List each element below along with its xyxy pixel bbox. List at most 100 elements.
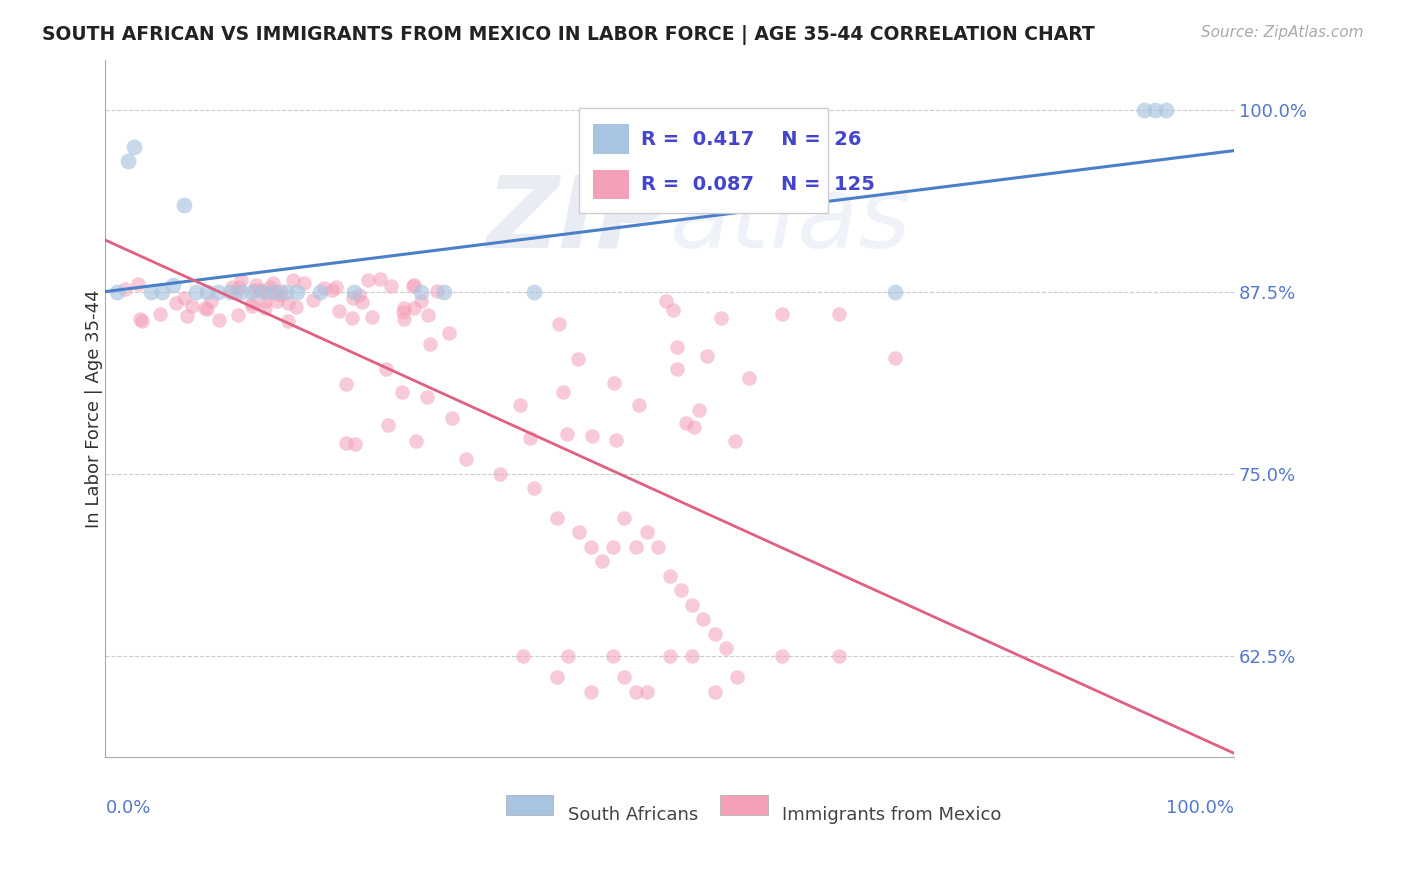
Point: [173, 292, 195, 306]
Point: [557, 648, 579, 663]
Point: [658, 648, 681, 663]
Point: [263, 285, 285, 300]
Point: [605, 434, 627, 448]
Point: [314, 281, 336, 295]
Point: [770, 648, 793, 663]
Point: [426, 284, 449, 298]
Point: [1132, 103, 1154, 118]
Point: [681, 648, 703, 663]
Point: [127, 277, 149, 292]
Y-axis label: In Labor Force | Age 35-44: In Labor Force | Age 35-44: [86, 289, 103, 528]
Point: [269, 288, 291, 302]
Point: [340, 311, 363, 326]
Bar: [593, 169, 628, 199]
Point: [692, 612, 714, 626]
Point: [361, 310, 384, 325]
Point: [884, 351, 907, 365]
Point: [636, 524, 658, 539]
Point: [162, 277, 184, 292]
Point: [440, 411, 463, 425]
Point: [519, 431, 541, 445]
Point: [402, 278, 425, 293]
Point: [636, 685, 658, 699]
Point: [368, 272, 391, 286]
Point: [176, 309, 198, 323]
Point: [240, 299, 263, 313]
Point: [270, 285, 292, 299]
Point: [738, 371, 761, 385]
Point: [122, 140, 145, 154]
Point: [245, 278, 267, 293]
Point: [229, 285, 252, 300]
Point: [828, 648, 851, 663]
Point: [226, 308, 249, 322]
Point: [181, 299, 204, 313]
Point: [253, 293, 276, 308]
Point: [628, 398, 651, 412]
Point: [724, 434, 747, 449]
Point: [523, 482, 546, 496]
Point: [613, 670, 636, 684]
Bar: [720, 795, 768, 814]
Text: R =  0.417    N =  26: R = 0.417 N = 26: [641, 129, 862, 149]
Point: [347, 288, 370, 302]
Point: [231, 273, 253, 287]
Point: [165, 295, 187, 310]
Point: [225, 285, 247, 299]
Point: [523, 285, 546, 300]
Point: [249, 283, 271, 297]
Text: R =  0.087    N =  125: R = 0.087 N = 125: [641, 175, 876, 194]
Point: [256, 285, 278, 300]
Point: [391, 385, 413, 400]
Bar: [593, 125, 628, 153]
Bar: [506, 795, 554, 814]
Point: [335, 377, 357, 392]
Point: [259, 279, 281, 293]
Point: [602, 648, 624, 663]
Point: [437, 326, 460, 340]
Point: [416, 390, 439, 404]
Point: [647, 540, 669, 554]
Point: [703, 685, 725, 699]
Point: [392, 305, 415, 319]
Point: [195, 285, 218, 300]
Point: [489, 467, 512, 481]
Point: [828, 307, 851, 321]
Text: South Africans: South Africans: [568, 806, 699, 824]
Point: [405, 434, 427, 449]
Point: [243, 283, 266, 297]
Point: [357, 273, 380, 287]
Point: [274, 285, 297, 300]
Point: [1154, 103, 1177, 118]
Point: [200, 293, 222, 308]
Point: [416, 308, 439, 322]
Point: [218, 285, 240, 300]
Text: ZIP: ZIP: [486, 171, 669, 268]
Point: [281, 272, 304, 286]
Point: [688, 402, 710, 417]
Point: [624, 685, 647, 699]
Point: [411, 285, 433, 300]
Point: [710, 310, 733, 325]
Point: [129, 312, 152, 326]
Point: [555, 427, 578, 442]
Point: [581, 428, 603, 442]
Point: [404, 301, 426, 315]
Point: [193, 301, 215, 315]
Point: [666, 362, 689, 376]
Point: [512, 648, 534, 663]
Point: [285, 300, 308, 314]
Point: [277, 296, 299, 310]
Point: [342, 292, 364, 306]
Point: [591, 554, 613, 568]
Point: [321, 283, 343, 297]
Point: [658, 568, 681, 582]
FancyBboxPatch shape: [579, 109, 828, 213]
Point: [375, 361, 398, 376]
Point: [173, 198, 195, 212]
Point: [352, 294, 374, 309]
Point: [456, 452, 478, 467]
Point: [149, 307, 172, 321]
Point: [682, 420, 704, 434]
Point: [253, 301, 276, 315]
